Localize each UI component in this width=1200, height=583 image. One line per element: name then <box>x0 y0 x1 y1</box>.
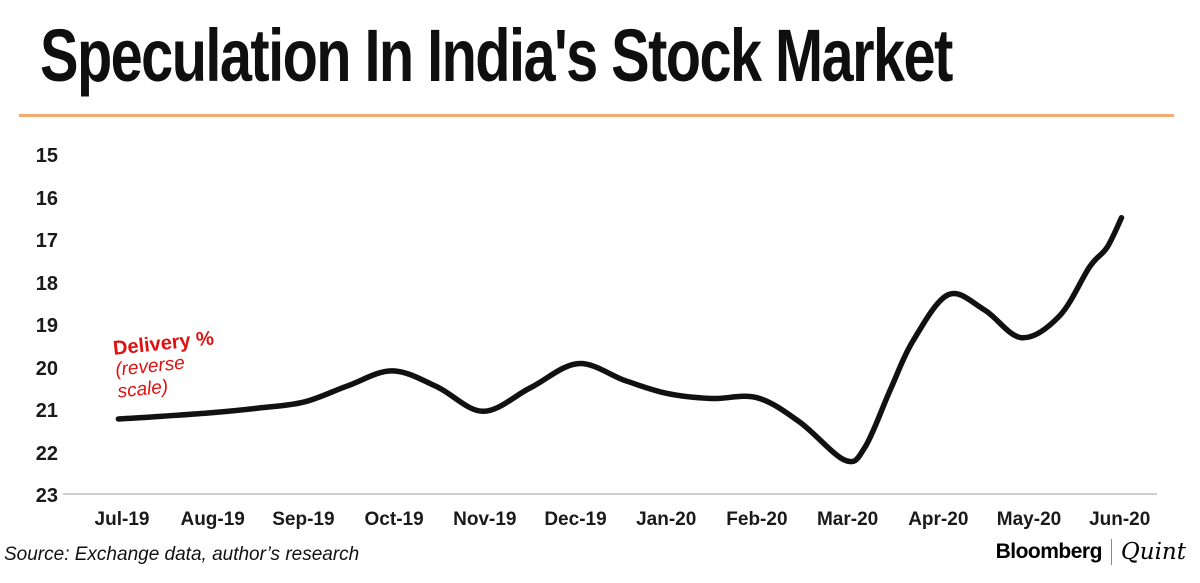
y-tick-label: 15 <box>35 145 58 167</box>
x-tick-label: Jun-20 <box>1089 509 1151 530</box>
y-tick-label: 22 <box>35 442 58 465</box>
accent-divider <box>19 114 1174 117</box>
y-tick-label: 20 <box>35 357 58 380</box>
y-tick-label: 21 <box>35 400 58 423</box>
y-tick-label: 19 <box>35 315 58 338</box>
x-tick-label: Jan-20 <box>636 509 697 530</box>
page-title: Speculation In India's Stock Market <box>40 14 953 97</box>
x-tick-label: Feb-20 <box>726 509 788 530</box>
series-annotation: Delivery % (reverse scale) <box>112 327 220 403</box>
y-tick-label: 23 <box>35 485 58 508</box>
x-tick-label: Nov-19 <box>453 509 517 530</box>
x-tick-label: Apr-20 <box>908 509 969 530</box>
quint-logo: Quint <box>1120 539 1186 565</box>
brand-logo: Bloomberg Quint <box>996 539 1186 565</box>
x-tick-label: Oct-19 <box>364 509 424 530</box>
x-tick-label: Jul-19 <box>94 509 150 530</box>
brand-divider <box>1110 539 1112 565</box>
y-tick-label: 18 <box>35 272 58 295</box>
bloomberg-logo: Bloomberg <box>995 540 1103 563</box>
delivery-percent-line <box>115 214 1125 465</box>
x-tick-label: Mar-20 <box>816 509 879 530</box>
x-tick-label: Dec-19 <box>544 509 607 530</box>
x-tick-label: Aug-19 <box>180 509 245 530</box>
y-tick-label: 17 <box>35 230 58 253</box>
source-note: Source: Exchange data, author’s research <box>4 544 360 565</box>
y-tick-label: 16 <box>35 187 58 210</box>
x-tick-label: Sep-19 <box>272 509 335 530</box>
x-tick-label: May-20 <box>996 509 1062 530</box>
